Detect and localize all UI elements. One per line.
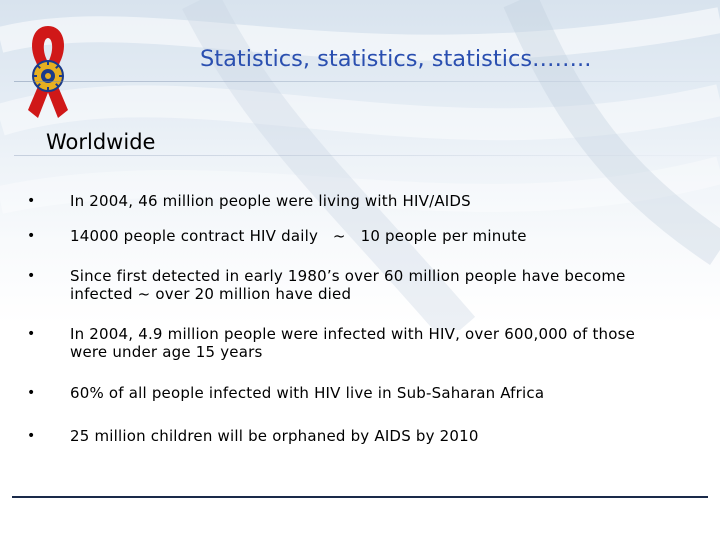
bullet-marker: • [27,268,36,284]
bullet-item: 25 million children will be orphaned by … [70,427,479,445]
bullet-marker: • [27,193,36,209]
footer-divider [12,496,708,498]
rotary-red-ribbon-icon [28,26,68,118]
bullet-marker: • [27,326,36,342]
slide-title: Statistics, statistics, statistics…….. [200,46,592,72]
bullet-item: In 2004, 4.9 million people were infecte… [70,325,636,361]
bullet-marker: • [27,385,36,401]
bullet-marker: • [27,428,36,444]
bullet-item: 60% of all people infected with HIV live… [70,384,545,402]
bullet-item: Since first detected in early 1980’s ove… [70,267,626,303]
section-title: Worldwide [46,130,156,154]
bullet-item: In 2004, 46 million people were living w… [70,192,471,210]
bullet-item: 14000 people contract HIV daily ~ 10 peo… [70,227,527,245]
bullet-marker: • [27,228,36,244]
title-divider [14,81,720,82]
section-divider [14,155,720,156]
